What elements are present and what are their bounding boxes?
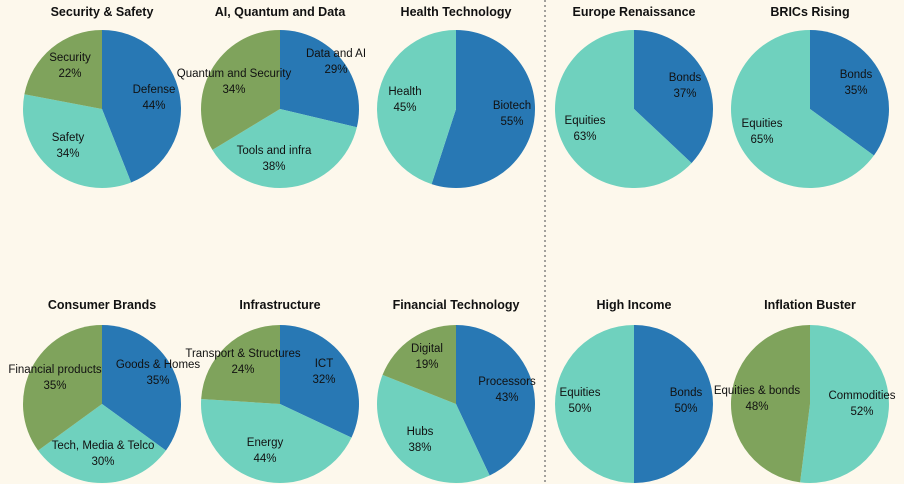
pie-slice-digital — [382, 325, 456, 404]
slice-value-bonds: 37% — [673, 88, 696, 100]
pie-slice-health — [377, 30, 456, 185]
pie-slice-defense — [102, 30, 181, 183]
slice-value-equities: 50% — [568, 403, 591, 415]
slice-label-equities: Equities — [560, 387, 601, 399]
slice-value-equities: 65% — [750, 134, 773, 146]
slice-value-hubs: 38% — [408, 442, 431, 454]
slice-value-data-and-ai: 29% — [324, 64, 347, 76]
slice-value-safety: 34% — [56, 148, 79, 160]
slice-label-digital: Digital — [411, 343, 443, 355]
pie-slice-transport-and-structures — [201, 325, 280, 404]
slice-label-equities: Equities — [565, 115, 606, 127]
slice-value-equities: 63% — [573, 131, 596, 143]
chart-title: Infrastructure — [239, 298, 320, 312]
pie-chart-inflation-buster: Inflation Buster Commodities 52% Equities &… — [714, 298, 896, 483]
slice-value-bonds: 50% — [674, 403, 697, 415]
pie-slice-tech-media-and-telco — [38, 404, 166, 484]
slice-label-security: Security — [49, 52, 91, 64]
pie-slice-financial-products — [22, 325, 102, 451]
pie-slice-commodities — [800, 325, 889, 483]
pie-chart-consumer-brands: Consumer Brands Goods & Homes 35% Tech, Med… — [8, 298, 201, 484]
slice-label-safety: Safety — [52, 132, 85, 144]
slice-label-equities: Equities — [742, 118, 783, 130]
pie-chart-high-income: High Income Bonds 50% Equities 50% — [555, 298, 713, 483]
slice-label-biotech: Biotech — [493, 100, 531, 112]
pie-slice-equities — [731, 30, 874, 188]
slice-value-processors: 43% — [495, 392, 518, 404]
pie-chart-financial-technology: Financial Technology Processors 43% Hubs 38%… — [377, 298, 536, 483]
pie-slice-energy — [201, 399, 352, 483]
pie-slice-processors — [456, 325, 536, 476]
slice-label-ict: ICT — [315, 358, 334, 370]
chart-title: BRICs Rising — [770, 5, 849, 19]
slice-value-ict: 32% — [312, 374, 335, 386]
slice-label-financial-products: Financial products — [8, 364, 102, 376]
slice-value-security: 22% — [58, 68, 81, 80]
chart-title: Health Technology — [401, 5, 512, 19]
slice-value-goods-and-homes: 35% — [146, 375, 169, 387]
pie-chart-ai-quantum-and-data: AI, Quantum and Data Data and AI 29% Tools … — [177, 5, 366, 188]
pie-slice-goods-and-homes — [102, 325, 182, 451]
slice-label-equities-and-bonds: Equities & bonds — [714, 385, 801, 397]
pie-slice-hubs — [377, 374, 490, 483]
slice-value-equities-and-bonds: 48% — [745, 401, 768, 413]
slice-value-health: 45% — [393, 102, 416, 114]
pie-slice-biotech — [431, 30, 536, 189]
slice-value-biotech: 55% — [500, 116, 523, 128]
pie-slice-equities-and-bonds — [730, 325, 810, 483]
slice-label-bonds: Bonds — [669, 72, 702, 84]
pie-slice-security — [24, 30, 102, 109]
pie-chart-brics-rising: BRICs Rising Bonds 35% Equities 65% — [731, 5, 890, 188]
chart-title: High Income — [596, 298, 671, 312]
slice-label-hubs: Hubs — [407, 426, 434, 438]
slice-label-transport-and-structures: Transport & Structures — [185, 348, 301, 360]
pie-slice-ict — [280, 325, 360, 438]
slice-label-tech-media-and-telco: Tech, Media & Telco — [52, 440, 155, 452]
pie-slice-bonds — [634, 30, 714, 164]
slice-label-bonds: Bonds — [840, 69, 873, 81]
slice-label-data-and-ai: Data and AI — [306, 48, 366, 60]
slice-label-energy: Energy — [247, 437, 284, 449]
pie-slice-safety — [23, 94, 132, 188]
slice-label-tools-and-infra: Tools and infra — [237, 145, 312, 157]
slice-label-goods-and-homes: Goods & Homes — [116, 359, 201, 371]
slice-value-digital: 19% — [415, 359, 438, 371]
slice-value-bonds: 35% — [844, 85, 867, 97]
chart-title: Europe Renaissance — [573, 5, 696, 19]
slice-value-tools-and-infra: 38% — [262, 161, 285, 173]
slice-value-energy: 44% — [253, 453, 276, 465]
slice-value-defense: 44% — [142, 100, 165, 112]
pie-slice-tools-and-infra — [212, 109, 357, 188]
slice-value-tech-media-and-telco: 30% — [91, 456, 114, 468]
slice-label-processors: Processors — [478, 376, 536, 388]
slice-value-transport-and-structures: 24% — [231, 364, 254, 376]
chart-title: Inflation Buster — [764, 298, 856, 312]
chart-title: Financial Technology — [393, 298, 520, 312]
pie-chart-security-and-safety: Security & Safety Defense 44% Safety 34% Secu… — [23, 5, 181, 188]
slice-value-quantum-and-security: 34% — [222, 84, 245, 96]
chart-title: AI, Quantum and Data — [215, 5, 347, 19]
pie-chart-europe-renaissance: Europe Renaissance Bonds 37% Equities 63% — [555, 5, 714, 188]
slice-label-quantum-and-security: Quantum and Security — [177, 68, 292, 80]
pie-slice-bonds — [810, 29, 890, 156]
chart-title: Security & Safety — [51, 5, 154, 19]
pie-slice-equities — [555, 325, 634, 483]
slice-value-commodities: 52% — [850, 406, 873, 418]
pie-slice-data-and-ai — [280, 30, 359, 128]
chart-title: Consumer Brands — [48, 298, 156, 312]
slice-label-defense: Defense — [133, 84, 176, 96]
slice-label-commodities: Commodities — [828, 390, 895, 402]
slice-label-health: Health — [388, 86, 421, 98]
pie-chart-infrastructure: Infrastructure ICT 32% Energy 44% Transport &… — [185, 298, 360, 483]
pie-slice-bonds — [634, 325, 713, 483]
pie-slice-equities — [555, 30, 692, 188]
slice-value-financial-products: 35% — [43, 380, 66, 392]
pie-slice-quantum-and-security — [201, 30, 280, 150]
pie-chart-health-technology: Health Technology Biotech 55% Health 45% — [377, 5, 536, 189]
slice-label-bonds: Bonds — [670, 387, 703, 399]
